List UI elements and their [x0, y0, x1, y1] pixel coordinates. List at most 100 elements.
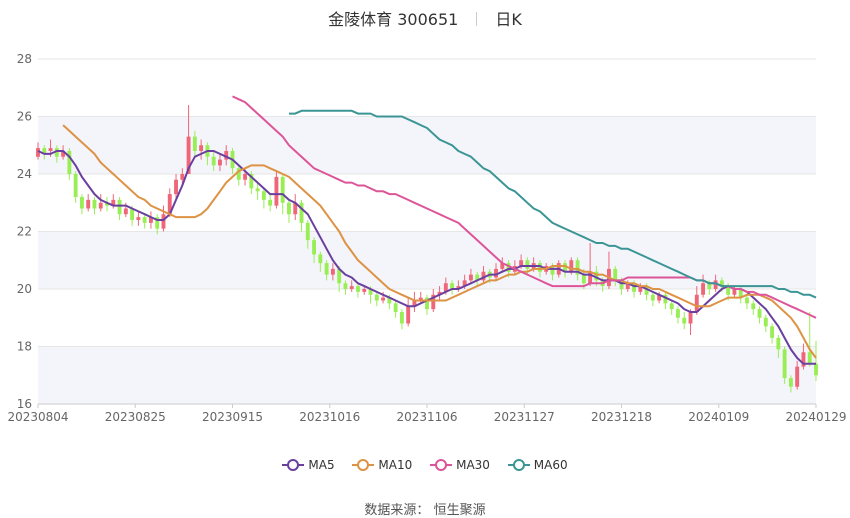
candle-body: [299, 202, 304, 223]
candle-down: [757, 306, 762, 324]
candle-up: [199, 139, 204, 160]
candle-body: [745, 297, 749, 304]
candle-down: [236, 165, 241, 186]
candle-down: [475, 271, 480, 287]
plot-band: [38, 116, 816, 174]
candle-body: [167, 194, 172, 215]
gridlines: [38, 58, 816, 405]
candle-down: [399, 309, 404, 330]
x-tick-label: 20231218: [591, 410, 652, 424]
candle-down: [67, 148, 72, 180]
legend-marker-ma10: [352, 459, 375, 471]
x-tick-label: 20231016: [299, 410, 360, 424]
candle-down: [318, 251, 323, 272]
candle-body: [575, 260, 580, 275]
candle-down: [663, 291, 668, 310]
candle-body: [255, 188, 260, 192]
candle-body: [676, 309, 680, 318]
candle-down: [249, 171, 254, 195]
candle-body: [130, 208, 135, 220]
candle-down: [425, 294, 429, 315]
candle-body: [732, 289, 737, 295]
candle-body: [738, 289, 743, 298]
legend-item-ma10[interactable]: MA10: [352, 458, 412, 472]
candle-body: [801, 352, 806, 367]
legend-label-ma60: MA60: [533, 458, 568, 472]
candle-body: [356, 286, 360, 292]
candle-body: [713, 280, 718, 289]
candle-body: [644, 286, 649, 295]
candle-down: [393, 300, 398, 318]
legend-item-ma30[interactable]: MA30: [430, 458, 490, 472]
candle-down: [337, 266, 342, 292]
candle-up: [418, 291, 423, 304]
candle-body: [650, 294, 655, 301]
candle-up: [494, 263, 498, 281]
candle-body: [425, 297, 429, 310]
candle-body: [218, 159, 222, 166]
candle-down: [142, 214, 147, 229]
candle-down: [324, 260, 329, 281]
candle-body: [412, 300, 417, 307]
candle-up: [801, 343, 806, 370]
candle-body: [456, 286, 461, 289]
candle-body: [54, 148, 59, 157]
candle-down: [211, 151, 216, 172]
y-tick-label: 26: [17, 110, 32, 124]
candle-body: [318, 254, 323, 264]
y-tick-label: 18: [17, 340, 32, 354]
y-tick-label: 20: [17, 282, 32, 296]
candle-body: [707, 283, 712, 289]
legend: MA5 MA10 MA30 MA60: [0, 458, 850, 474]
candle-down: [105, 197, 109, 212]
candle-down: [92, 197, 97, 215]
candle-body: [211, 156, 216, 166]
candle-down: [807, 312, 812, 367]
chart-title: 金陵体育 300651 日K: [0, 6, 850, 30]
legend-item-ma5[interactable]: MA5: [282, 458, 335, 472]
candle-up: [98, 194, 103, 212]
candle-up: [224, 145, 229, 166]
candle-down: [776, 335, 781, 358]
candle-body: [287, 202, 291, 215]
candle-body: [663, 294, 668, 304]
candle-body: [443, 283, 448, 292]
candle-up: [330, 263, 335, 281]
candle-body: [814, 363, 818, 376]
candle-body: [324, 263, 329, 275]
candle-down: [788, 375, 793, 393]
candle-down: [117, 197, 122, 220]
candle-body: [343, 283, 348, 289]
candle-body: [776, 337, 781, 350]
candle-body: [782, 349, 787, 379]
candle-body: [79, 197, 84, 209]
candle-down: [763, 314, 768, 333]
candle-body: [468, 274, 473, 281]
candle-body: [581, 274, 586, 284]
candle-body: [719, 280, 724, 287]
candle-body: [349, 286, 354, 289]
candle-body: [368, 289, 373, 295]
candle-body: [136, 217, 141, 220]
candle-body: [537, 263, 542, 272]
candle-body: [192, 136, 197, 151]
x-axis: 20230804 20230825 20230915 20231016 20231106…: [7, 403, 847, 424]
candle-body: [669, 303, 674, 310]
candle-body: [117, 199, 122, 215]
candle-down: [751, 300, 756, 315]
x-tick-label: 20230804: [7, 410, 68, 424]
y-tick-label: 22: [17, 225, 32, 239]
legend-marker-ma5: [282, 459, 305, 471]
candle-body: [751, 303, 756, 310]
candle-body: [381, 297, 386, 301]
candle-down: [650, 291, 655, 307]
candle-body: [795, 366, 800, 387]
legend-item-ma60[interactable]: MA60: [507, 458, 568, 472]
plot-band: [38, 346, 816, 404]
candle-up: [701, 274, 706, 298]
x-tick-label: 20240129: [785, 410, 846, 424]
legend-label-ma10: MA10: [378, 458, 413, 472]
candle-body: [36, 148, 40, 157]
x-tick-label: 20230825: [105, 410, 166, 424]
legend-label-ma5: MA5: [308, 458, 335, 472]
